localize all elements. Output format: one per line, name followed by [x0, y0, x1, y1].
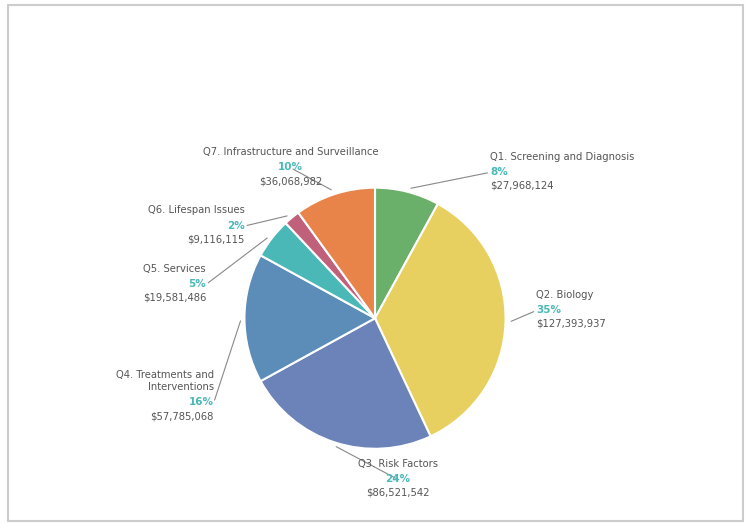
- Text: $9,116,115: $9,116,115: [187, 235, 244, 245]
- Text: 2016 ASD RESEARCH FUNDING BY: 2016 ASD RESEARCH FUNDING BY: [51, 44, 470, 64]
- Text: 35%: 35%: [536, 305, 561, 315]
- Wedge shape: [375, 204, 506, 437]
- Wedge shape: [260, 223, 375, 318]
- Text: 24%: 24%: [386, 474, 410, 484]
- Text: Q6. Lifespan Issues: Q6. Lifespan Issues: [148, 205, 244, 215]
- Text: $27,968,124: $27,968,124: [490, 181, 554, 191]
- Text: 10%: 10%: [278, 163, 303, 173]
- Text: $127,393,937: $127,393,937: [536, 319, 606, 329]
- Wedge shape: [375, 188, 438, 318]
- Text: Q3. Risk Factors: Q3. Risk Factors: [358, 459, 438, 469]
- Text: 2%: 2%: [226, 221, 244, 231]
- Text: IACC STRATEGIC: IACC STRATEGIC: [464, 44, 658, 64]
- Text: QUESTIONS TOTAL FUNDING: $364,435,254: QUESTIONS TOTAL FUNDING: $364,435,254: [127, 84, 661, 104]
- Text: Q4. Treatments and
Interventions: Q4. Treatments and Interventions: [116, 370, 214, 392]
- Text: $19,581,486: $19,581,486: [142, 293, 206, 303]
- Text: Q7. Infrastructure and Surveillance: Q7. Infrastructure and Surveillance: [202, 147, 378, 157]
- Wedge shape: [260, 318, 430, 449]
- Text: 8%: 8%: [490, 167, 508, 177]
- Text: Q5. Services: Q5. Services: [143, 264, 206, 274]
- Wedge shape: [244, 255, 375, 381]
- Text: Q2. Biology: Q2. Biology: [536, 290, 594, 300]
- Wedge shape: [298, 188, 375, 318]
- Text: 16%: 16%: [189, 397, 214, 407]
- Text: $86,521,542: $86,521,542: [366, 488, 430, 498]
- Text: $36,068,982: $36,068,982: [259, 176, 322, 186]
- Text: Q1. Screening and Diagnosis: Q1. Screening and Diagnosis: [490, 151, 634, 161]
- Text: 5%: 5%: [188, 279, 206, 289]
- Wedge shape: [286, 213, 375, 318]
- Text: $57,785,068: $57,785,068: [150, 411, 214, 421]
- Text: PLAN: PLAN: [51, 84, 115, 104]
